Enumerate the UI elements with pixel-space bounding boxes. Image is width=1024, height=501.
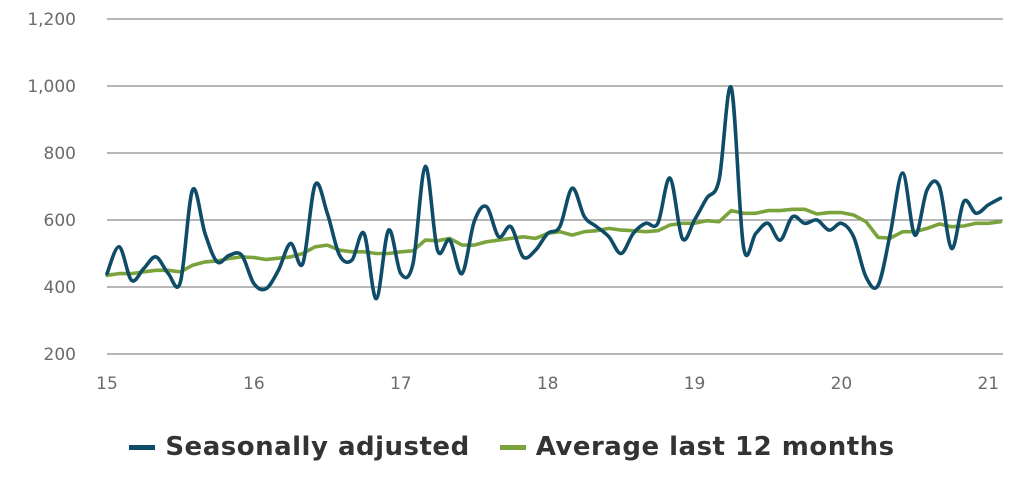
y-tick-label-1200: 1,200 bbox=[27, 10, 76, 30]
series-lines bbox=[105, 85, 1003, 301]
legend-swatch-average-last-12-months bbox=[499, 444, 526, 450]
gridlines bbox=[107, 18, 1003, 355]
x-tick-label-18: 18 bbox=[537, 374, 559, 394]
legend-swatch-seasonally-adjusted bbox=[129, 444, 156, 450]
y-tick-label-200: 200 bbox=[44, 345, 76, 365]
series-line-average-last-12-months bbox=[105, 207, 1003, 278]
y-tick-label-600: 600 bbox=[44, 211, 76, 231]
x-tick-label-15: 15 bbox=[96, 374, 118, 394]
legend: Seasonally adjusted Average last 12 mont… bbox=[0, 432, 1024, 462]
x-tick-label-21: 21 bbox=[977, 374, 999, 394]
y-axis-tick-labels: 200 400 600 800 1,000 1,200 bbox=[27, 10, 76, 365]
line-chart: 200 400 600 800 1,000 1,200 15 16 17 18 19 20 21 bbox=[27, 10, 1003, 394]
x-axis-tick-labels: 15 16 17 18 19 20 21 bbox=[96, 374, 999, 394]
y-tick-label-800: 800 bbox=[44, 144, 76, 164]
x-tick-label-16: 16 bbox=[243, 374, 265, 394]
series-line-seasonally-adjusted bbox=[105, 85, 1003, 301]
y-tick-label-400: 400 bbox=[44, 278, 76, 298]
legend-item-seasonally-adjusted: Seasonally adjusted bbox=[129, 432, 469, 462]
x-tick-label-17: 17 bbox=[390, 374, 412, 394]
x-tick-label-19: 19 bbox=[684, 374, 706, 394]
legend-label-average-last-12-months: Average last 12 months bbox=[535, 432, 895, 462]
legend-label-seasonally-adjusted: Seasonally adjusted bbox=[165, 432, 470, 462]
x-tick-label-20: 20 bbox=[831, 374, 853, 394]
y-tick-label-1000: 1,000 bbox=[27, 77, 76, 97]
legend-item-average-last-12-months: Average last 12 months bbox=[499, 432, 895, 462]
